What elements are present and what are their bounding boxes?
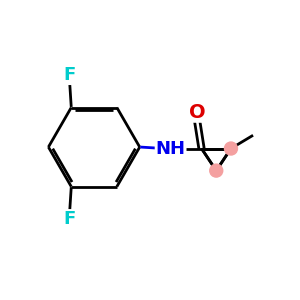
Circle shape xyxy=(210,164,223,177)
Text: F: F xyxy=(64,210,76,228)
Text: F: F xyxy=(64,66,76,84)
Circle shape xyxy=(224,142,238,155)
Text: O: O xyxy=(189,103,206,122)
Text: NH: NH xyxy=(156,140,186,158)
